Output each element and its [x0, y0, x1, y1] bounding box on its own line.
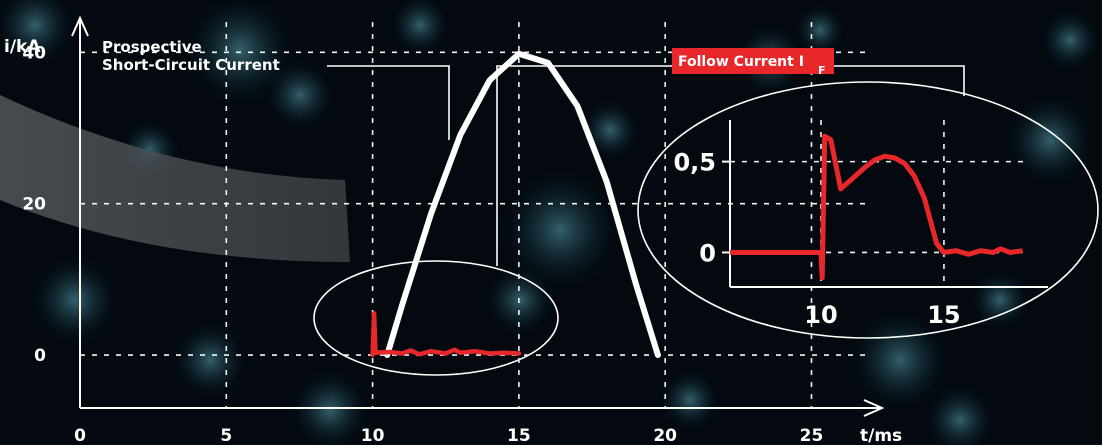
inset-y-tick-label: 0,5 [673, 149, 716, 177]
main-tick-labels: 0 5 10 15 20 25 0 20 40 [22, 43, 823, 445]
follow-current-badge: Follow Current I F [672, 48, 834, 77]
zoom-ellipse-large [637, 81, 1099, 339]
main-series [370, 50, 661, 358]
prospective-label-line1: Prospective [102, 38, 202, 56]
inset-y-tick-label: 0 [699, 239, 716, 267]
x-tick-label: 25 [800, 426, 824, 445]
inset-axes [722, 120, 1048, 288]
follow-current-line-inset [730, 133, 1023, 281]
inset-tick-labels: 10 15 0 0,5 [673, 149, 960, 329]
y-tick-label: 0 [34, 346, 46, 366]
follow-current-subscript: F [818, 64, 826, 77]
inset-grid [730, 120, 1030, 287]
main-x-arrowhead [863, 399, 885, 417]
y-axis-label: i/kA [4, 37, 41, 57]
follow-current-connector [496, 65, 679, 266]
decorative-band [0, 95, 350, 262]
main-axes [71, 15, 885, 417]
x-axis-label: t/ms [860, 426, 902, 445]
x-tick-label: 15 [507, 426, 531, 445]
follow-current-connector-right [833, 65, 965, 96]
follow-current-label: Follow Current I [678, 54, 804, 70]
x-tick-label: 5 [220, 426, 232, 445]
follow-current-line-main [370, 311, 522, 358]
zoom-ellipse-small [313, 260, 559, 376]
x-tick-label: 10 [361, 426, 385, 445]
main-y-arrowhead [71, 15, 89, 37]
prospective-current-line [384, 50, 661, 358]
prospective-connector [327, 65, 450, 140]
inset-series [730, 133, 1023, 281]
y-tick-label: 20 [22, 195, 46, 215]
y-tick-label: 40 [22, 43, 46, 63]
x-tick-label: 0 [74, 426, 86, 445]
inset-x-tick-label: 15 [927, 301, 960, 329]
prospective-label-line2: Short-Circuit Current [102, 56, 280, 74]
inset-x-tick-label: 10 [804, 301, 837, 329]
x-tick-label: 20 [653, 426, 677, 445]
